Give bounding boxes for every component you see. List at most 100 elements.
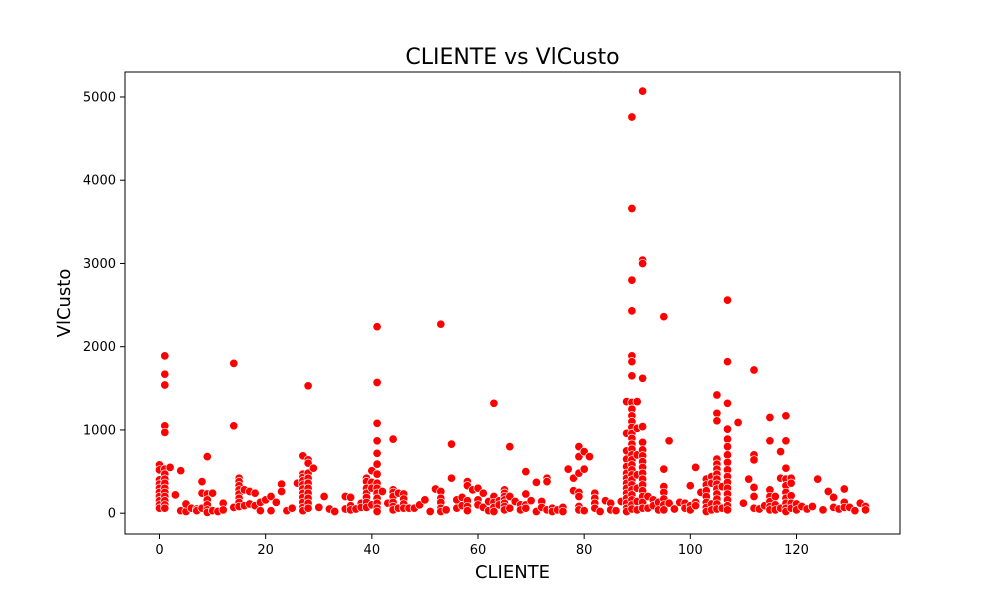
data-point [160, 503, 170, 513]
data-point [271, 497, 281, 507]
data-point [372, 459, 382, 469]
data-point [266, 506, 276, 516]
data-point [685, 481, 695, 491]
data-point [638, 258, 648, 269]
data-point [436, 319, 446, 329]
data-point [160, 380, 170, 390]
data-point [346, 492, 356, 502]
data-point [531, 477, 541, 487]
data-point [526, 496, 536, 506]
y-axis-title: VlCusto [54, 269, 75, 338]
y-tick-label: 0 [108, 507, 116, 522]
data-point [314, 502, 324, 512]
data-point [505, 503, 515, 513]
data-point [749, 482, 759, 492]
data-point [850, 506, 860, 516]
data-point [255, 506, 265, 516]
data-point [218, 505, 228, 515]
data-point [160, 351, 170, 361]
data-point [441, 505, 451, 515]
data-point [489, 506, 499, 517]
data-point [669, 504, 679, 514]
data-point [712, 416, 722, 426]
data-point [505, 442, 515, 452]
data-point [627, 203, 637, 214]
data-point [776, 447, 786, 457]
scatter-points [154, 86, 871, 517]
data-point [813, 474, 823, 484]
data-point [489, 398, 499, 408]
x-tick-label: 0 [155, 543, 163, 558]
data-point [420, 495, 430, 505]
data-point [749, 491, 759, 502]
data-point [664, 436, 674, 446]
data-point [160, 427, 170, 437]
data-point [829, 492, 839, 502]
data-point [712, 390, 722, 400]
data-point [659, 312, 669, 322]
data-point [807, 501, 817, 512]
data-point [722, 424, 733, 434]
data-point [818, 505, 828, 515]
data-point [786, 491, 796, 501]
data-point [611, 506, 621, 516]
data-point [738, 498, 748, 508]
x-tick-label: 80 [576, 543, 593, 558]
data-point [722, 398, 733, 408]
data-point [664, 498, 674, 508]
data-point [202, 452, 212, 462]
data-point [638, 437, 648, 447]
x-tick-label: 100 [678, 543, 703, 558]
data-point [579, 506, 589, 516]
data-point [722, 450, 733, 460]
data-point [287, 503, 297, 513]
data-point [744, 474, 754, 484]
data-point [722, 457, 733, 467]
data-point [170, 490, 180, 500]
y-tick-label: 3000 [83, 257, 116, 272]
data-point [659, 505, 669, 515]
data-point [722, 357, 733, 367]
data-point [197, 477, 207, 487]
data-point [691, 462, 701, 472]
data-point [749, 455, 759, 465]
data-point [319, 491, 329, 502]
data-point [638, 422, 648, 432]
data-point [627, 371, 637, 381]
data-point [521, 489, 531, 499]
data-point [722, 434, 733, 444]
data-point [160, 369, 170, 379]
data-point [765, 412, 775, 423]
data-point [372, 448, 382, 458]
data-point [584, 452, 595, 462]
data-point [250, 488, 260, 498]
plot-frame [124, 71, 901, 535]
data-point [521, 503, 531, 513]
data-point [781, 411, 791, 421]
chart-title: CLIENTE vs VlCusto [405, 45, 619, 70]
data-point [229, 421, 239, 431]
data-point [860, 505, 871, 515]
data-point [749, 365, 759, 375]
data-point [372, 418, 382, 428]
data-point [786, 478, 796, 488]
x-tick-label: 20 [257, 543, 274, 558]
data-point [277, 486, 287, 497]
data-point [372, 506, 382, 517]
data-point [563, 464, 573, 474]
y-tick-label: 2000 [83, 340, 116, 355]
data-point [632, 397, 642, 407]
data-point [627, 275, 637, 285]
data-point [372, 469, 382, 479]
data-point [781, 463, 791, 473]
data-point [303, 503, 313, 513]
data-point [303, 381, 313, 391]
data-point [733, 417, 743, 428]
data-point [208, 488, 218, 498]
data-point [627, 357, 637, 367]
data-point [446, 473, 457, 483]
data-point [176, 466, 186, 476]
x-tick-label: 40 [364, 543, 381, 558]
data-point [478, 488, 488, 498]
